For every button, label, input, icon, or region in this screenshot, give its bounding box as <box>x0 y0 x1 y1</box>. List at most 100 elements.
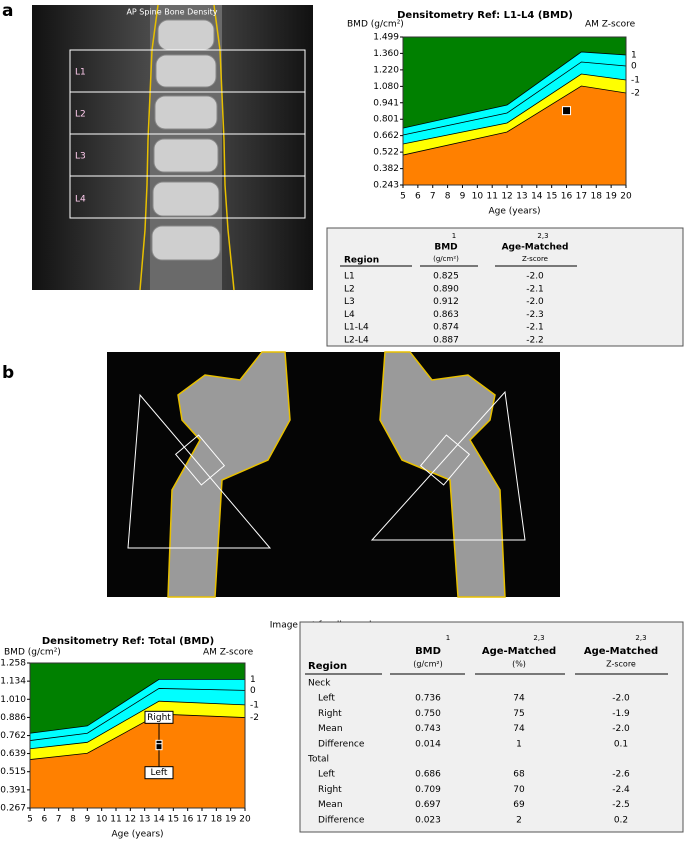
cell: 1 <box>516 739 522 749</box>
col-unit: Z-score <box>522 255 548 263</box>
x-tick-label: 5 <box>400 192 406 202</box>
x-tick-label: 7 <box>56 815 62 825</box>
cell: Mean <box>318 800 343 810</box>
cell: Mean <box>318 724 343 734</box>
spine-image <box>32 4 313 291</box>
cell: 0.2 <box>614 815 628 825</box>
x-tick-label: 17 <box>196 815 207 825</box>
cell: 0.023 <box>415 815 441 825</box>
figure-label: b <box>2 363 14 383</box>
col-unit: Z-score <box>606 660 636 669</box>
cell: 0.709 <box>415 785 441 795</box>
x-tick-label: 16 <box>561 192 573 202</box>
z-score-line <box>402 85 627 156</box>
region-label: L4 <box>75 195 86 205</box>
cell: 0.887 <box>433 336 459 346</box>
cell: -2.5 <box>612 800 630 810</box>
region-label: L1 <box>75 68 86 78</box>
col-note: 2,3 <box>537 232 548 240</box>
x-tick-label: 16 <box>182 815 194 825</box>
col-note: 2,3 <box>533 634 544 642</box>
cell: 0.874 <box>433 323 459 333</box>
cell: Right <box>318 709 342 719</box>
y2-axis-label: AM Z-score <box>203 648 254 658</box>
cell: Right <box>318 785 342 795</box>
legend-label: 1 <box>631 51 637 61</box>
y2-axis-label: AM Z-score <box>585 20 636 30</box>
cell: -2.4 <box>612 785 630 795</box>
x-tick-label: 6 <box>415 192 421 202</box>
legend-label: -1 <box>250 700 259 710</box>
cell: -2.0 <box>526 297 544 307</box>
y-tick-label: 1.258 <box>0 659 26 669</box>
col-unit: (%) <box>512 660 526 669</box>
x-tick-label: 20 <box>620 192 632 202</box>
col-head: BMD <box>434 243 457 253</box>
cell: -2.1 <box>526 323 544 333</box>
cell: -2.0 <box>612 724 630 734</box>
cell: 2 <box>516 815 522 825</box>
region-label: L3 <box>75 152 86 162</box>
z-score-line <box>29 700 246 750</box>
cell: 74 <box>513 694 525 704</box>
y-tick-label: 0.801 <box>373 115 399 125</box>
y-tick-label: 0.639 <box>0 749 26 759</box>
col-head: Age-Matched <box>482 646 556 657</box>
y-tick-label: 0.762 <box>0 731 26 741</box>
band-fill <box>30 714 245 808</box>
y-tick-label: 0.886 <box>0 713 26 723</box>
cell: -2.3 <box>526 310 544 320</box>
plot-frame <box>402 36 627 186</box>
x-tick-label: 11 <box>110 815 121 825</box>
x-tick-label: 6 <box>41 815 47 825</box>
cell: 0.697 <box>415 800 441 810</box>
x-tick-label: 15 <box>168 815 179 825</box>
y-tick-label: 1.010 <box>0 695 26 705</box>
x-tick-label: 10 <box>96 815 108 825</box>
cell: 74 <box>513 724 525 734</box>
figure-label: a <box>2 1 13 21</box>
col-unit: (g/cm²) <box>433 255 459 263</box>
y-tick-label: 1.080 <box>373 82 399 92</box>
table-b-box <box>299 621 684 833</box>
cell: -2.0 <box>612 694 630 704</box>
cell: Difference <box>318 739 365 749</box>
x-tick-label: 9 <box>460 192 466 202</box>
cell: 0.743 <box>415 724 441 734</box>
cell: L1 <box>344 272 355 282</box>
y-tick-label: 1.499 <box>373 33 399 43</box>
x-tick-label: 12 <box>501 192 512 202</box>
x-tick-label: 19 <box>225 815 237 825</box>
legend-label: 0 <box>631 61 637 71</box>
x-tick-label: 13 <box>139 815 150 825</box>
x-tick-label: 5 <box>27 815 33 825</box>
image-title: AP Spine Bone Density <box>126 8 217 17</box>
cell: 75 <box>513 709 524 719</box>
y-axis-label: BMD (g/cm²) <box>347 20 404 30</box>
cell: 70 <box>513 785 525 795</box>
y-tick-label: 1.360 <box>373 49 399 59</box>
z-score-line <box>402 73 627 145</box>
table-a-box <box>326 227 684 347</box>
cell: 0.014 <box>415 739 441 749</box>
x-tick-label: 8 <box>70 815 76 825</box>
z-score-line <box>402 51 627 129</box>
x-axis-label: Age (years) <box>111 830 163 840</box>
cell: L3 <box>344 297 355 307</box>
cell: L1-L4 <box>344 323 369 333</box>
x-tick-label: 20 <box>239 815 251 825</box>
cell: -2.6 <box>612 770 630 780</box>
x-tick-label: 10 <box>472 192 484 202</box>
x-tick-label: 18 <box>591 192 603 202</box>
cell: -2.2 <box>526 336 544 346</box>
y-axis-label: BMD (g/cm²) <box>4 648 61 658</box>
cell: 0.890 <box>433 284 459 294</box>
legend-label: 1 <box>250 675 256 685</box>
legend-label: -2 <box>631 88 640 98</box>
patient-marker <box>562 106 572 116</box>
cell: 0.750 <box>415 709 441 719</box>
legend-label: -2 <box>250 713 259 723</box>
x-tick-label: 7 <box>430 192 436 202</box>
marker-label-box <box>144 766 174 780</box>
